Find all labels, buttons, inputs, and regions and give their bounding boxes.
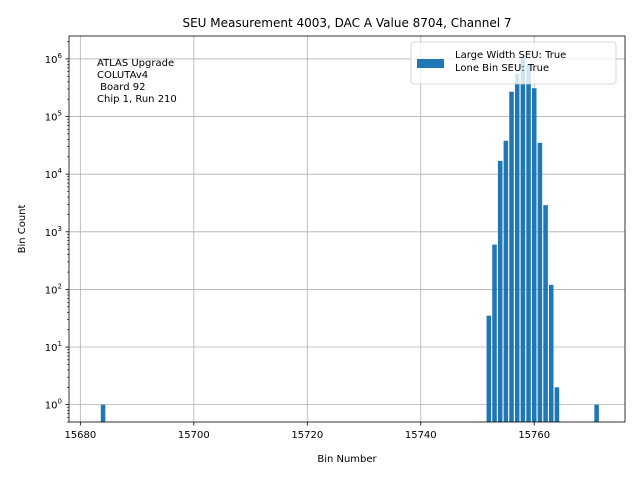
y-tick-label: 101: [45, 340, 62, 354]
y-tick-label: 103: [45, 225, 62, 239]
y-tick-label: 106: [45, 52, 63, 66]
histogram-bar: [497, 160, 503, 422]
y-tick-label: 102: [45, 282, 62, 296]
histogram-bar: [548, 284, 554, 422]
y-axis-label: Bin Count: [17, 204, 28, 253]
legend-entry: Lone Bin SEU: True: [455, 63, 549, 74]
histogram-bar: [503, 140, 509, 423]
histogram-bar: [492, 244, 497, 422]
x-tick-label: 15760: [518, 430, 550, 441]
histogram-bar: [543, 205, 548, 422]
y-tick-label: 105: [45, 110, 62, 124]
histogram-bar: [594, 404, 599, 422]
x-axis-label: Bin Number: [317, 454, 377, 465]
histogram-bar: [520, 56, 526, 422]
legend-box: [410, 41, 617, 85]
y-tick-label: 100: [45, 398, 62, 412]
annotation-line: Board 92: [97, 82, 145, 93]
histogram-bar: [531, 88, 537, 422]
histogram-bar: [514, 73, 520, 422]
histogram-bar: [537, 142, 543, 422]
histogram-bar: [554, 387, 560, 422]
x-tick-label: 15700: [178, 430, 210, 441]
axes: 15680 15700 15720 15740 15760 100 101 102 103 104…: [45, 35, 626, 441]
annotation-line: ATLAS Upgrade: [97, 58, 174, 69]
x-tick-label: 15680: [64, 430, 96, 441]
legend-entry: Large Width SEU: True: [455, 50, 566, 61]
y-tick-label: 104: [45, 167, 63, 181]
x-tick-label: 15740: [405, 430, 437, 441]
axes-frame: [68, 35, 626, 423]
legend: Large Width SEU: True Lone Bin SEU: True: [410, 41, 617, 85]
chart-title: SEU Measurement 4003, DAC A Value 8704, …: [182, 16, 511, 30]
bars: [100, 56, 599, 423]
legend-swatch: [417, 59, 444, 68]
histogram-bar: [486, 315, 492, 422]
annotation-line: Chip 1, Run 210: [97, 94, 177, 105]
histogram-bar: [100, 404, 106, 422]
histogram-bar: [526, 64, 531, 422]
x-tick-label: 15720: [291, 430, 323, 441]
histogram-bar: [509, 91, 514, 423]
annotation-line: COLUTAv4: [97, 70, 148, 81]
